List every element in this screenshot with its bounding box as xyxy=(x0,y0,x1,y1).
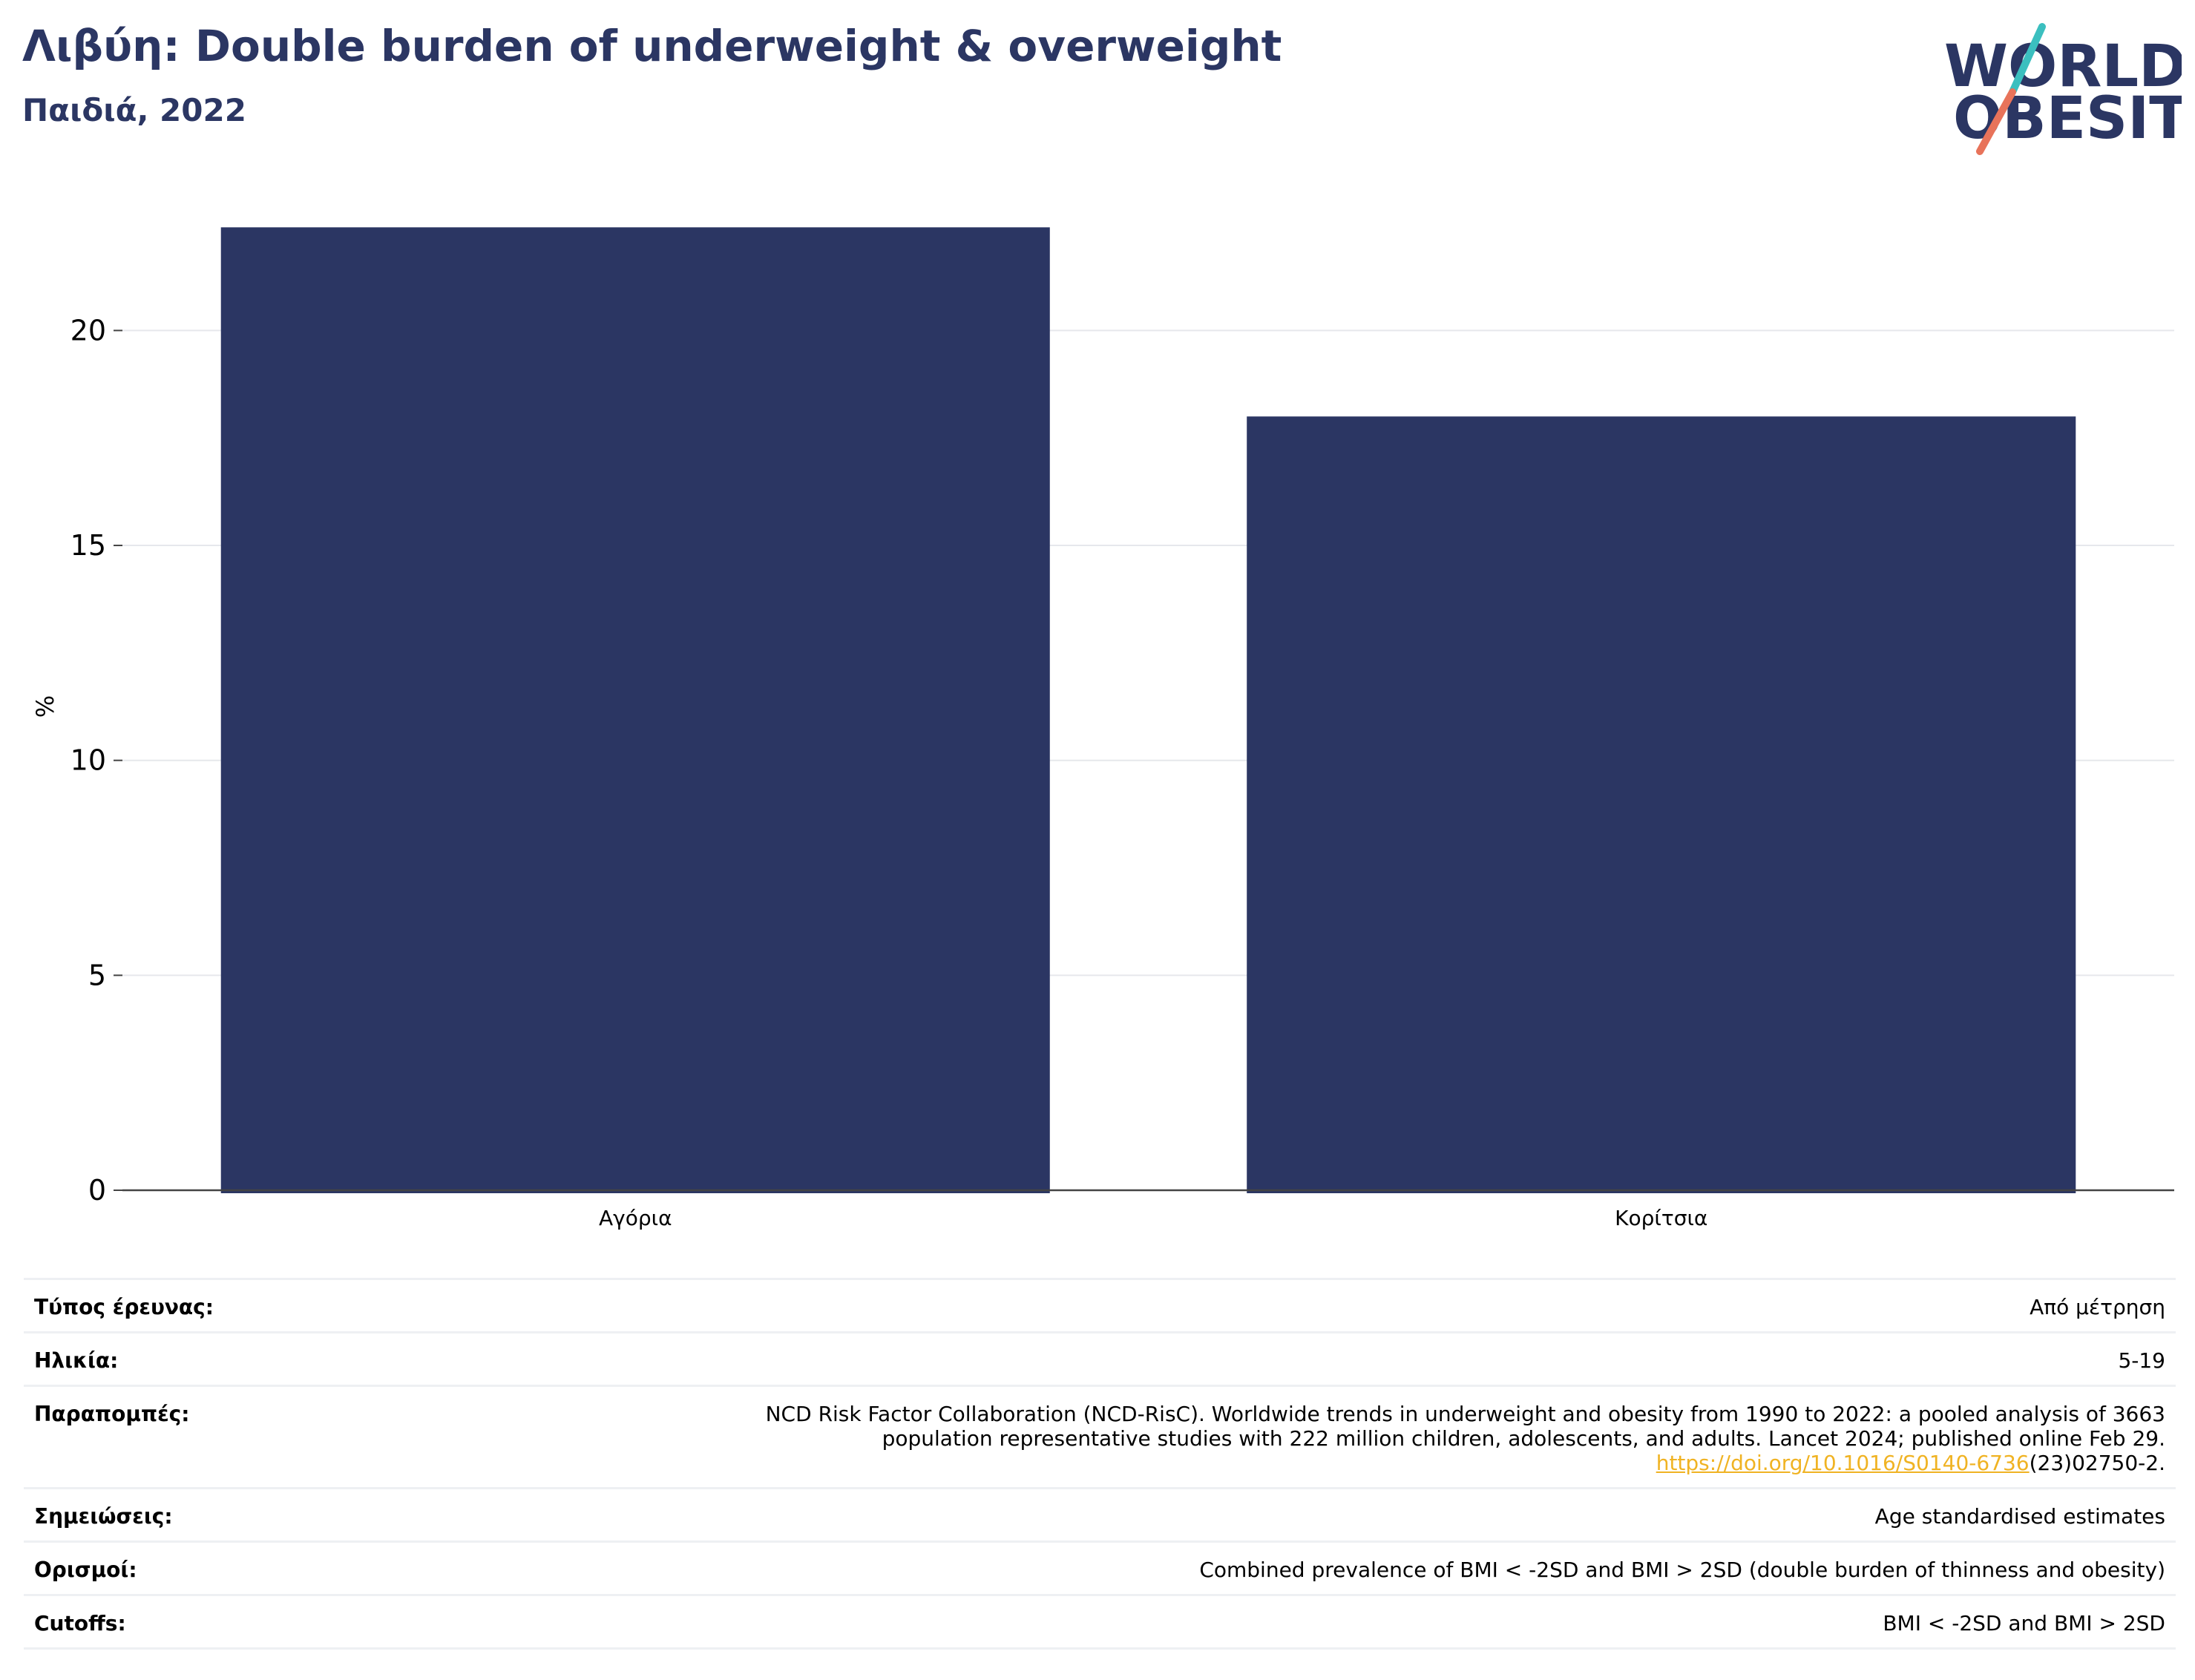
x-category-label: Κορίτσια xyxy=(1615,1206,1707,1230)
references-doi-link[interactable]: https://doi.org/10.1016/S0140-6736 xyxy=(1656,1451,2030,1476)
notes-label: Σημειώσεις: xyxy=(34,1504,173,1529)
definitions-value: Combined prevalence of BMI < -2SD and BM… xyxy=(1199,1558,2165,1583)
world-obesity-logo: WORLD OBESITY xyxy=(1944,23,2182,155)
bar-2 xyxy=(1247,416,2076,1193)
info-row-definitions: Ορισμοί: Combined prevalence of BMI < -2… xyxy=(24,1543,2176,1597)
references-line2: population representative studies with 2… xyxy=(882,1426,2165,1451)
bar-1 xyxy=(220,227,1050,1193)
y-tick-label: 20 xyxy=(70,314,106,347)
y-tick-label: 10 xyxy=(70,744,106,777)
notes-value: Age standardised estimates xyxy=(1874,1504,2165,1529)
logo-line2: OBESITY xyxy=(1953,85,2182,152)
y-tick-label: 15 xyxy=(70,529,106,562)
x-axis-labels: Αγόρια Κορίτσια xyxy=(599,1206,1707,1230)
logo-slash-bottom xyxy=(1976,88,2016,155)
references-line1: NCD Risk Factor Collaboration (NCD-RisC)… xyxy=(765,1402,2165,1427)
info-row-cutoffs: Cutoffs: BMI < -2SD and BMI > 2SD xyxy=(24,1596,2176,1650)
y-tick-label: 5 xyxy=(88,959,106,991)
cutoffs-label: Cutoffs: xyxy=(34,1611,126,1636)
logo-slash-top xyxy=(2009,23,2046,96)
y-axis-ticks: 0 5 10 15 20 xyxy=(70,314,122,1207)
info-table: Τύπος έρευνας: Από μέτρηση Ηλικία: 5-19 … xyxy=(24,1278,2176,1650)
info-row-notes: Σημειώσεις: Age standardised estimates xyxy=(24,1489,2176,1543)
y-axis-title: % xyxy=(31,695,59,718)
x-category-label: Αγόρια xyxy=(599,1206,672,1230)
references-label: Παραπομπές: xyxy=(34,1402,190,1427)
cutoffs-value: BMI < -2SD and BMI > 2SD xyxy=(1883,1611,2165,1636)
references-doi-suffix: (23)02750-2. xyxy=(2029,1451,2165,1476)
info-row-survey-type: Τύπος έρευνας: Από μέτρηση xyxy=(24,1280,2176,1334)
references-value: NCD Risk Factor Collaboration (NCD-RisC)… xyxy=(766,1402,2165,1475)
y-tick-label: 0 xyxy=(88,1174,106,1207)
chart-title: Λιβύη: Double burden of underweight & ov… xyxy=(22,21,1282,71)
info-row-references: Παραπομπές: NCD Risk Factor Collaboratio… xyxy=(24,1387,2176,1490)
chart-subtitle: Παιδιά, 2022 xyxy=(22,92,246,128)
survey-type-label: Τύπος έρευνας: xyxy=(34,1295,214,1319)
survey-type-value: Από μέτρηση xyxy=(2030,1295,2165,1319)
definitions-label: Ορισμοί: xyxy=(34,1558,137,1583)
info-row-age: Ηλικία: 5-19 xyxy=(24,1333,2176,1388)
logo-line1: WORLD xyxy=(1944,33,2182,100)
age-value: 5-19 xyxy=(2118,1348,2165,1374)
age-label: Ηλικία: xyxy=(34,1348,119,1374)
bar-chart: 0 5 10 15 20 Αγόρια Κορίτσια % xyxy=(31,227,2174,1230)
bars xyxy=(220,227,2076,1193)
